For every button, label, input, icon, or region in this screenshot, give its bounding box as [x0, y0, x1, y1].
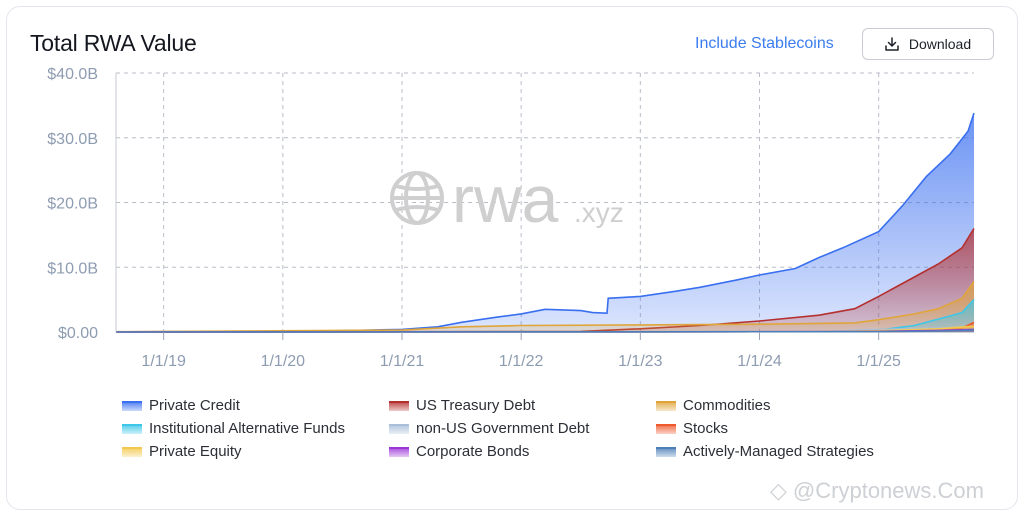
legend-item-private_credit[interactable]: Private Credit	[122, 397, 240, 414]
legend-item-corporate_bonds[interactable]: Corporate Bonds	[389, 443, 529, 460]
x-tick-label: 1/1/25	[856, 353, 901, 370]
legend-item-commodities[interactable]: Commodities	[656, 397, 771, 414]
series-area-commodities	[116, 281, 974, 332]
legend-swatch	[389, 400, 409, 411]
globe-icon	[390, 171, 444, 225]
legend-item-stocks[interactable]: Stocks	[656, 420, 728, 437]
series-area-private_credit	[116, 113, 974, 332]
legend-swatch	[656, 423, 676, 434]
legend-swatch	[656, 400, 676, 411]
legend-item-non_us_gov[interactable]: non-US Government Debt	[389, 420, 589, 437]
y-tick-label: $0.00	[58, 325, 98, 342]
x-tick-label: 1/1/24	[737, 353, 782, 370]
cryptonews-watermark: ◇ @Cryptonews.Com	[770, 478, 984, 504]
y-tick-label: $40.0B	[47, 66, 98, 83]
legend-swatch	[389, 446, 409, 457]
y-tick-label: $30.0B	[47, 131, 98, 148]
legend-label: Corporate Bonds	[416, 443, 530, 460]
diamond-icon: ◇	[770, 478, 787, 503]
axes: $0.00 $10.0B $20.0B $30.0B $40.0B 1/1/19 1/1/2…	[47, 66, 901, 370]
x-tick-label: 1/1/23	[618, 353, 663, 370]
x-tick-label: 1/1/20	[261, 353, 306, 370]
legend-item-actively_managed[interactable]: Actively-Managed Strategies	[656, 443, 874, 460]
download-button[interactable]: Download	[862, 28, 994, 60]
legend-swatch	[122, 446, 142, 457]
page-title: Total RWA Value	[30, 30, 197, 56]
legend-label: Actively-Managed Strategies	[683, 443, 874, 460]
download-label: Download	[908, 36, 972, 52]
watermark-brand: rwa	[452, 162, 559, 236]
series-areas	[115, 112, 975, 333]
legend-swatch	[656, 446, 676, 457]
rwa-watermark: rwa .xyz	[390, 162, 624, 236]
series-line-commodities	[115, 281, 975, 333]
legend-label: US Treasury Debt	[416, 397, 536, 414]
legend-label: non-US Government Debt	[416, 420, 590, 437]
x-tick-label: 1/1/19	[141, 353, 186, 370]
series-line-private_credit	[115, 112, 975, 333]
legend-swatch	[122, 423, 142, 434]
legend-label: Private Credit	[149, 397, 240, 414]
legend-swatch	[122, 400, 142, 411]
legend-label: Commodities	[683, 397, 771, 414]
legend-item-private_equity[interactable]: Private Equity	[122, 443, 242, 460]
x-tick-label: 1/1/21	[380, 353, 425, 370]
watermark-credit: @Cryptonews.Com	[792, 478, 984, 503]
legend-label: Private Equity	[149, 443, 242, 460]
x-tick-label: 1/1/22	[499, 353, 544, 370]
series-line-actively_managed	[115, 329, 975, 333]
legend-label: Stocks	[683, 420, 729, 437]
watermark-suffix: .xyz	[574, 197, 624, 228]
y-tick-label: $20.0B	[47, 196, 98, 213]
legend-swatch	[389, 423, 409, 434]
legend-item-us_treasury[interactable]: US Treasury Debt	[389, 397, 535, 414]
y-tick-label: $10.0B	[47, 260, 98, 277]
download-icon	[885, 37, 899, 51]
legend-item-institutional[interactable]: Institutional Alternative Funds	[122, 420, 345, 437]
include-stablecoins-link[interactable]: Include Stablecoins	[695, 35, 834, 52]
legend-label: Institutional Alternative Funds	[149, 420, 345, 437]
